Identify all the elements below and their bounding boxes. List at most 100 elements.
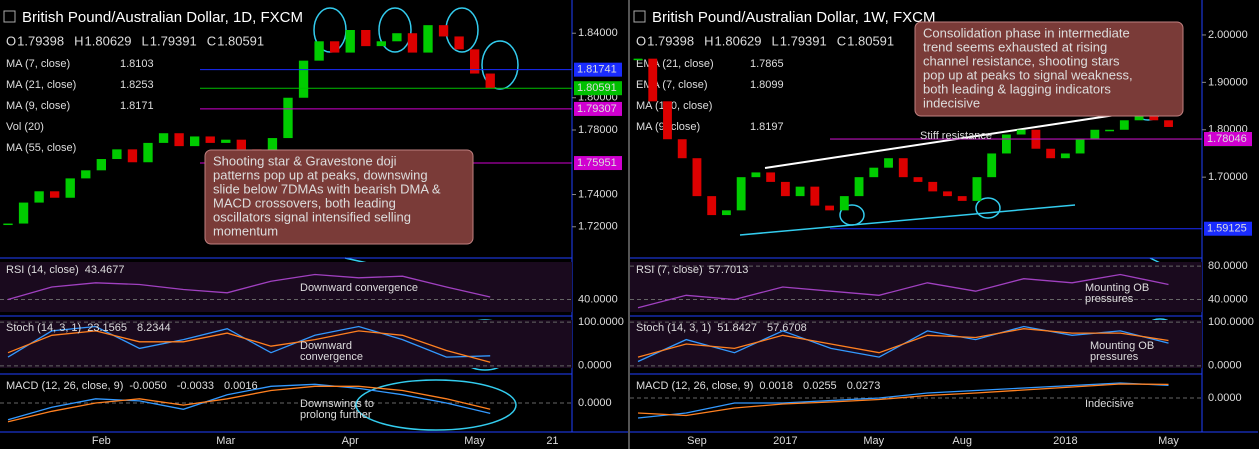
pane-shade <box>630 262 1202 312</box>
ohlc-label: O <box>6 33 16 48</box>
candle <box>3 223 13 226</box>
candle <box>267 138 278 156</box>
indicator-value: 0.0016 <box>224 380 258 392</box>
indicator-value: 0.0273 <box>847 380 881 392</box>
x-tick-label: May <box>464 435 485 447</box>
annotation: Mounting OB <box>1090 340 1154 352</box>
candle <box>1075 139 1085 154</box>
candle <box>50 191 60 198</box>
indicator-line <box>7 383 491 421</box>
overlay-name: MA (7, close) <box>6 58 70 70</box>
y-tick-label: 1.90000 <box>1208 76 1248 88</box>
indicator-value: 57.6708 <box>767 322 807 334</box>
overlay-name: MA (9, close) <box>6 100 70 112</box>
candle <box>707 196 717 216</box>
price-badge <box>574 81 622 96</box>
candle <box>972 177 982 201</box>
x-tick-label: Feb <box>92 435 111 447</box>
pane-shade <box>630 320 1202 368</box>
ohlc-value: 1.79398 <box>647 33 694 48</box>
candle <box>810 186 820 206</box>
note-text: both leading & lagging indicators <box>923 81 1111 96</box>
x-tick-label: Sep <box>687 435 707 447</box>
ohlc-value: 1.80629 <box>715 33 762 48</box>
y-tick-label: 0.0000 <box>1208 360 1242 372</box>
price-badge <box>1204 221 1252 236</box>
candle <box>692 158 702 197</box>
chart-title: British Pound/Australian Dollar, 1W, FXC… <box>652 9 935 26</box>
ohlc-label: C <box>837 33 846 48</box>
candle <box>314 41 324 61</box>
candle <box>898 158 908 178</box>
candle <box>158 133 169 143</box>
candle <box>485 73 495 89</box>
annotation: Indecisive <box>1085 398 1134 410</box>
note-text: MACD crossovers, both leading <box>213 195 396 210</box>
candle <box>34 191 44 203</box>
y-tick-label: 2.00000 <box>1208 29 1248 41</box>
indicator-label: RSI (7, close) <box>636 264 703 276</box>
indicator-line <box>7 325 491 358</box>
candle <box>65 178 75 198</box>
indicator-value: 43.4677 <box>85 264 125 276</box>
candle <box>1002 134 1011 154</box>
price-badge-label: 1.80591 <box>577 82 617 94</box>
ohlc-label: L <box>142 33 149 48</box>
candle <box>1119 120 1129 130</box>
ohlc-value: 1.79391 <box>150 33 197 48</box>
candle <box>1016 129 1026 135</box>
candle <box>18 202 29 224</box>
trendline <box>739 204 1076 236</box>
candle <box>454 36 464 50</box>
x-tick-label: May <box>1158 435 1179 447</box>
note-text: indecisive <box>923 95 980 110</box>
indicator-label: MACD (12, 26, close, 9) <box>6 380 123 392</box>
note-text: pop up at peaks to signal weakness, <box>923 67 1133 82</box>
ohlc-value: 1.79391 <box>780 33 827 48</box>
x-tick-label: 2018 <box>1053 435 1077 447</box>
indicator-line <box>7 330 491 363</box>
indicator-value: -0.0033 <box>177 380 214 392</box>
indicator-line <box>7 273 491 301</box>
candle <box>1060 153 1070 159</box>
ohlc-label: H <box>704 33 713 48</box>
menu-icon <box>633 10 646 23</box>
y-tick-label: 40.0000 <box>1208 293 1248 305</box>
candle <box>1105 129 1114 132</box>
candle <box>407 33 418 53</box>
indicator-value: 57.7013 <box>709 264 749 276</box>
annotation: Downward convergence <box>300 282 418 294</box>
highlight <box>355 379 517 431</box>
y-tick-label: 1.78000 <box>578 124 618 136</box>
candle <box>736 177 746 211</box>
overlay-value: 1.8171 <box>120 100 154 112</box>
y-tick-label: 100.0000 <box>1208 316 1254 328</box>
indicator-line <box>7 385 491 423</box>
overlay-value: 1.8253 <box>120 79 154 91</box>
overlay-name: EMA (7, close) <box>636 79 708 91</box>
candle <box>780 181 790 197</box>
candle <box>361 30 371 47</box>
y-tick-label: 80.0000 <box>1208 260 1248 272</box>
overlay-value: 1.8099 <box>750 79 784 91</box>
candle <box>221 139 231 143</box>
indicator-line <box>637 382 1169 419</box>
candle <box>298 60 309 98</box>
annotation: Mounting OB <box>1085 282 1149 294</box>
price-badge-label: 1.59125 <box>1207 223 1247 235</box>
ohlc-label: C <box>207 33 216 48</box>
candle <box>345 30 355 53</box>
candle <box>957 196 967 201</box>
candle <box>143 142 153 163</box>
candle <box>376 41 386 47</box>
candle <box>854 177 864 197</box>
y-tick-label: 1.72000 <box>578 221 618 233</box>
ohlc-label: L <box>772 33 779 48</box>
annotation: Downswings to <box>300 398 374 410</box>
price-badge-label: 1.81741 <box>577 64 617 76</box>
annotation: pressures <box>1085 293 1134 305</box>
note-box <box>914 21 1184 117</box>
ohlc-value: 1.80591 <box>217 33 264 48</box>
indicator-value: 51.8427 <box>717 322 757 334</box>
